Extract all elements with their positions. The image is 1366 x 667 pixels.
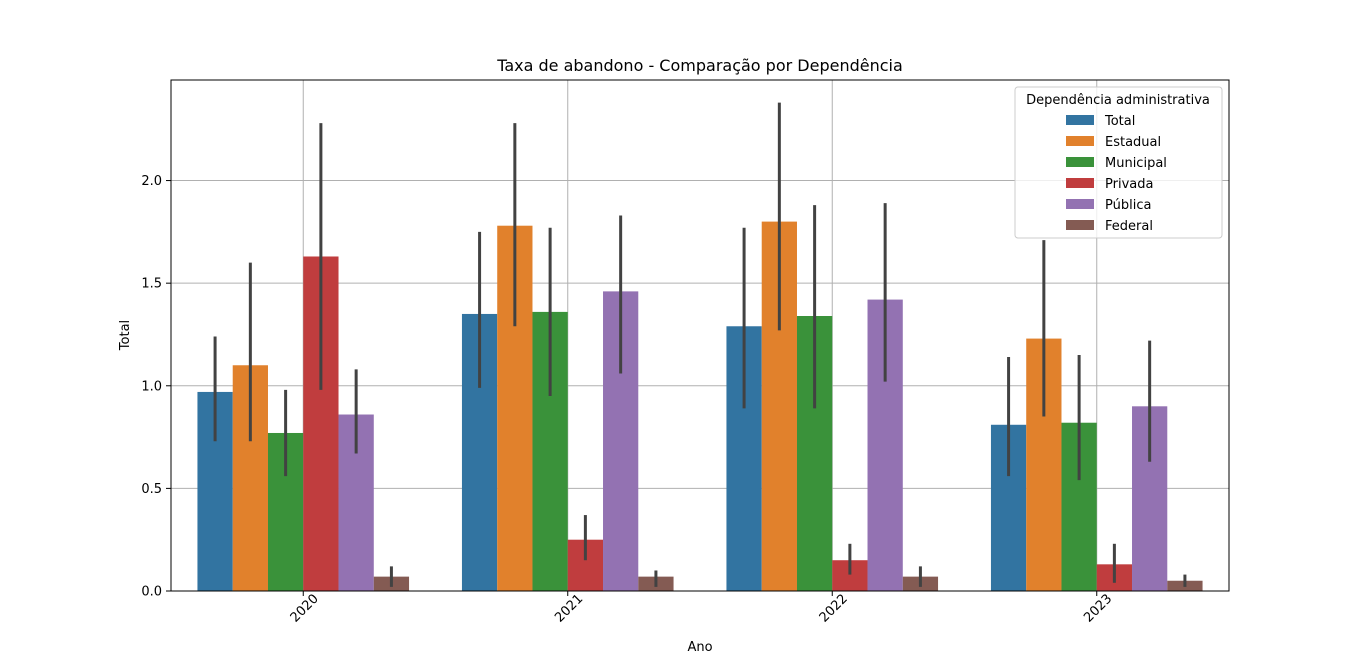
legend-title: Dependência administrativa <box>1026 93 1210 108</box>
legend-items: Total Estadual Municipal Privada Pública Fede… <box>1066 114 1167 234</box>
legend: Dependência administrativa Total Estadual… <box>1014 86 1223 239</box>
y-tick-label: 0.5 <box>141 482 162 497</box>
x-tick-label: 2022 <box>817 592 851 626</box>
errorbar-layer <box>213 102 1187 587</box>
y-tick-label: 0.0 <box>141 585 162 600</box>
legend-swatch <box>1066 199 1094 209</box>
legend-label: Federal <box>1105 219 1153 234</box>
legend-swatch <box>1066 220 1094 230</box>
y-tick-label: 1.0 <box>141 379 162 394</box>
legend-label: Privada <box>1105 177 1153 192</box>
legend-label: Estadual <box>1105 135 1161 150</box>
x-tick-label: 2023 <box>1081 592 1115 626</box>
x-tick-label: 2020 <box>288 592 322 626</box>
legend-label: Total <box>1104 114 1135 129</box>
legend-label: Municipal <box>1105 156 1167 171</box>
plot-frame <box>170 79 1230 592</box>
bars-layer <box>197 221 1203 591</box>
chart-title: Taxa de abandono - Comparação por Depend… <box>496 56 903 75</box>
y-axis-label: Total <box>118 320 133 351</box>
x-tick-label: 2021 <box>552 592 586 626</box>
y-tick-label: 1.5 <box>141 277 162 292</box>
legend-swatch <box>1066 157 1094 167</box>
legend-swatch <box>1066 136 1094 146</box>
legend-label: Pública <box>1105 198 1151 213</box>
legend-swatch <box>1066 178 1094 188</box>
y-tick-label: 2.0 <box>141 174 162 189</box>
legend-swatch <box>1066 115 1094 125</box>
x-axis-label: Ano <box>687 640 712 655</box>
